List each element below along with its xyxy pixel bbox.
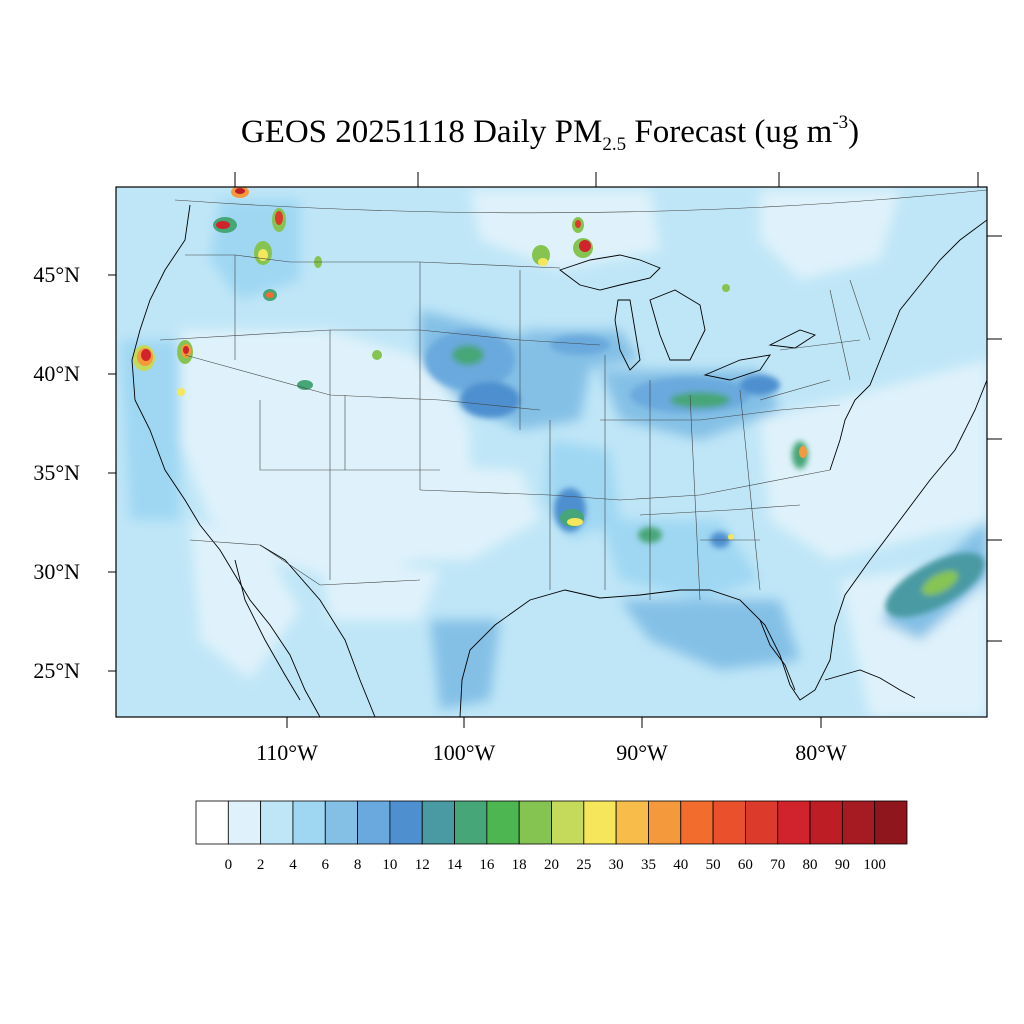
map-frame — [115, 186, 988, 718]
colorbar-swatch — [389, 800, 423, 845]
colorbar-swatch — [518, 800, 552, 845]
colorbar-swatch — [809, 800, 843, 845]
colorbar-swatch — [292, 800, 326, 845]
lat-label-40: 40°N — [33, 361, 80, 386]
colorbar-tick-label: 100 — [863, 857, 886, 873]
colorbar-tick-label: 18 — [511, 857, 527, 873]
colorbar-swatch — [454, 800, 488, 845]
colorbar-swatch — [421, 800, 455, 845]
colorbar-tick-label: 16 — [479, 857, 495, 873]
colorbar-swatch — [680, 800, 714, 845]
lat-label-45: 45°N — [33, 262, 80, 287]
colorbar-tick-label: 40 — [673, 857, 689, 873]
colorbar-tick-label: 8 — [353, 857, 362, 873]
lat-label-30: 30°N — [33, 559, 80, 584]
colorbar-swatch — [195, 800, 229, 845]
colorbar-swatch — [260, 800, 294, 845]
colorbar-swatch — [648, 800, 682, 845]
colorbar-tick-label: 35 — [640, 857, 656, 873]
lat-label-35: 35°N — [33, 460, 80, 485]
fire-hotspots — [133, 187, 807, 540]
colorbar-swatch — [551, 800, 585, 845]
colorbar-tick-label: 50 — [705, 857, 721, 873]
lon-label-90w: 90°W — [616, 740, 668, 765]
axis-ticks — [108, 172, 1002, 728]
colorbar-swatch — [357, 800, 391, 845]
lon-label-100w: 100°W — [432, 740, 496, 765]
colorbar-tick-label: 10 — [382, 857, 398, 873]
colorbar-swatch — [486, 800, 520, 845]
lon-label-80w: 80°W — [795, 740, 847, 765]
colorbar-tick-label: 90 — [834, 857, 850, 873]
state-borders — [159, 189, 987, 601]
colorbar-tick-label: 80 — [802, 857, 818, 873]
colorbar-swatch — [583, 800, 617, 845]
colorbar-swatch — [777, 800, 811, 845]
colorbar-swatch — [615, 800, 649, 845]
colorbar-tick-label: 4 — [289, 857, 297, 873]
colorbar-tick-label: 6 — [321, 857, 330, 873]
colorbar-tick-label: 70 — [770, 857, 786, 873]
coastlines — [131, 204, 987, 717]
lat-label-25: 25°N — [33, 658, 80, 683]
colorbar-tick-label: 30 — [608, 857, 624, 873]
colorbar-swatch — [841, 800, 876, 845]
colorbar-tick-label: 0 — [224, 857, 233, 873]
colorbar-swatch — [712, 800, 746, 845]
colorbar-swatch — [324, 800, 358, 845]
map-title: GEOS 20251118 Daily PM2.5 Forecast (ug m… — [240, 112, 860, 155]
colorbar-tick-label: 14 — [447, 857, 463, 873]
lon-label-110w: 110°W — [256, 740, 318, 765]
colorbar-swatch — [745, 800, 779, 845]
colorbar-tick-label: 60 — [737, 857, 753, 873]
colorbar-tick-label: 12 — [414, 857, 430, 873]
colorbar-swatch — [227, 800, 262, 845]
colorbar-tick-label: 25 — [576, 857, 592, 873]
colorbar-swatch — [874, 800, 908, 845]
colorbar-tick-label: 20 — [544, 857, 559, 873]
colorbar-tick-label: 2 — [256, 857, 265, 873]
